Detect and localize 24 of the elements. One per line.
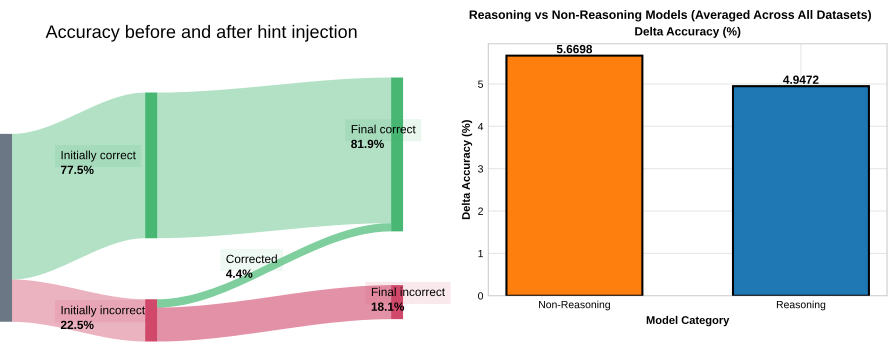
y-tick-label: 0 [478, 292, 484, 300]
y-tick-label: 4 [478, 122, 484, 130]
chart-subtitle: Delta Accuracy (%) [635, 26, 740, 38]
category-label: Initially incorrect [62, 306, 146, 317]
data-label: 4.9472 [783, 76, 819, 84]
category-label: Initially correct [62, 150, 136, 162]
chart-title: Reasoning vs Non-Reasoning Models (Averaged Across All Datasets) [470, 10, 871, 22]
data-label: 81.9% [351, 140, 384, 148]
data-label: 22.5% [60, 320, 94, 330]
data-label: 77.5% [60, 166, 94, 174]
data-label: 4.4% [226, 270, 252, 278]
category-label: Corrected [226, 254, 277, 264]
data-label: 18.1% [372, 302, 404, 311]
y-axis-title: Delta Accuracy (%) [462, 120, 472, 220]
text: Accuracy before and after hint injection [46, 24, 357, 42]
y-tick-label: 3 [478, 165, 483, 173]
y-tick-label: 5 [478, 80, 484, 88]
data-label: 5.6698 [556, 44, 592, 54]
x-tick-label: Reasoning [776, 300, 826, 310]
y-tick-label: 2 [478, 208, 483, 215]
y-tick-label: 1 [478, 250, 483, 258]
x-tick-label: Non-Reasoning [539, 300, 610, 310]
category-label: Final correct [352, 124, 416, 134]
x-axis-title: Model Category [646, 316, 730, 326]
